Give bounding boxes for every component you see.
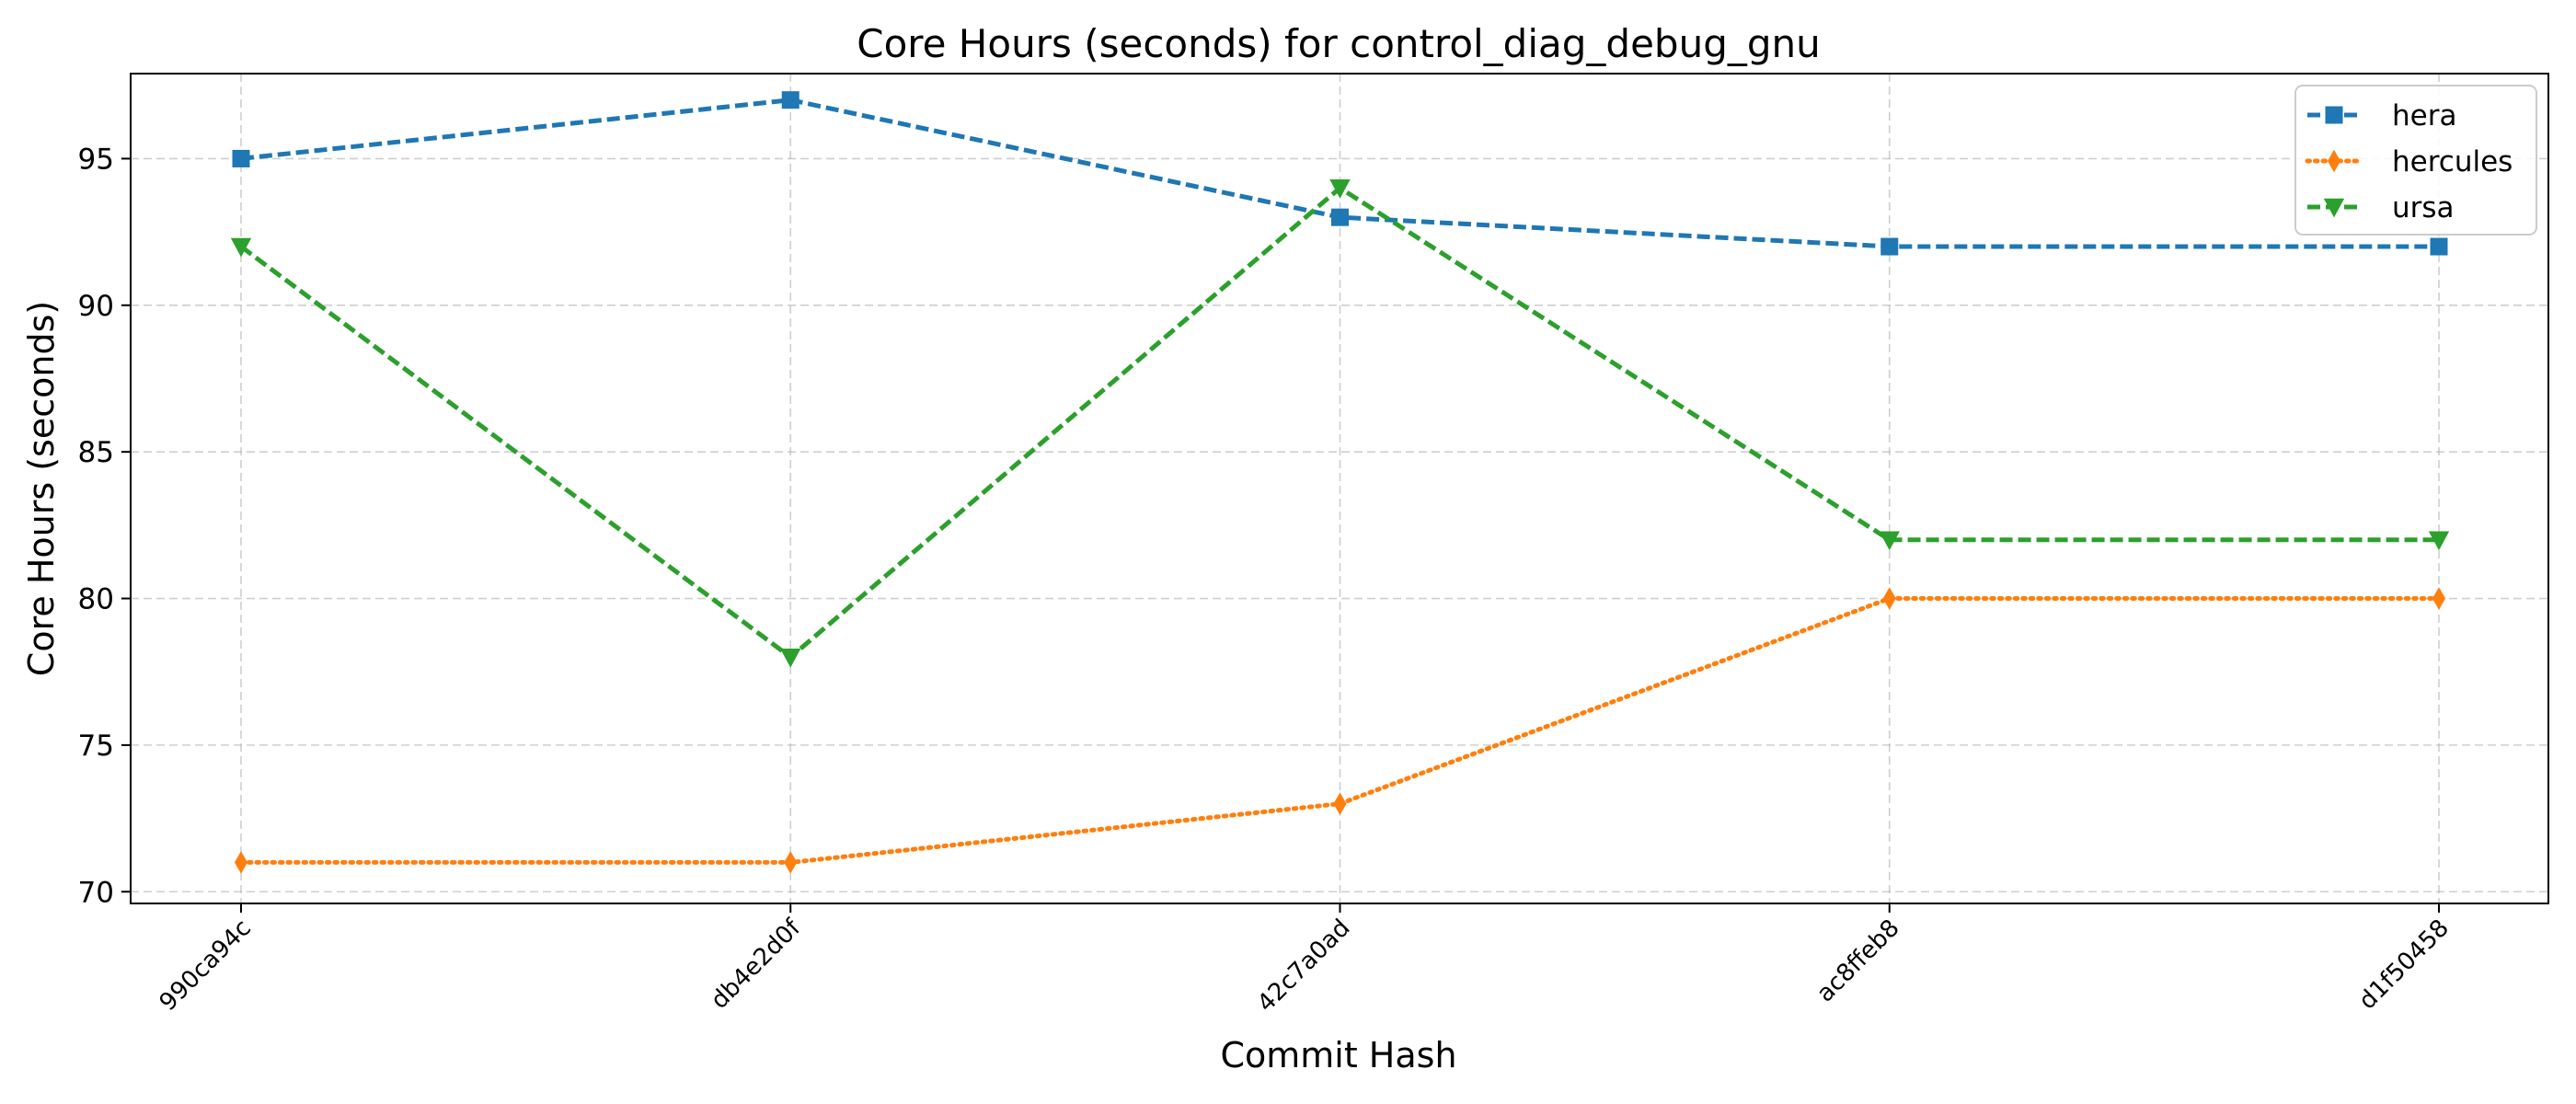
series-ursa <box>230 179 2450 668</box>
legend-marker-ursa <box>2323 198 2345 218</box>
y-tick-label: 85 <box>78 436 114 469</box>
data-point-ursa <box>780 648 801 668</box>
data-point-ursa <box>2428 531 2450 551</box>
y-axis-label: Core Hours (seconds) <box>21 301 62 676</box>
data-point-hercules <box>1333 792 1347 815</box>
y-tick-label: 75 <box>78 730 114 763</box>
legend-label-hera: hera <box>2392 99 2456 132</box>
data-point-hera <box>232 149 250 167</box>
chart-title: Core Hours (seconds) for control_diag_de… <box>857 21 1821 66</box>
legend-label-hercules: hercules <box>2392 145 2513 178</box>
legend-box <box>2294 85 2537 236</box>
legend-entry-ursa: ursa <box>2307 191 2455 224</box>
x-axis-label: Commit Hash <box>1220 1035 1456 1075</box>
data-point-hercules <box>234 851 248 874</box>
y-tick-label: 70 <box>78 876 114 909</box>
data-point-hera <box>781 91 799 109</box>
legend-entry-hercules: hercules <box>2305 145 2513 178</box>
legend-label-ursa: ursa <box>2392 191 2455 224</box>
data-point-hera <box>2430 237 2448 256</box>
series-hera <box>232 91 2448 256</box>
grid <box>131 74 2548 903</box>
y-tick-label: 90 <box>78 290 114 323</box>
data-point-ursa <box>1329 179 1351 199</box>
data-point-ursa <box>1879 531 1900 551</box>
y-tick-label: 95 <box>78 143 114 176</box>
legend-marker-hercules <box>2327 149 2341 173</box>
y-tick-label: 80 <box>78 583 114 616</box>
y-axis-ticks: 70 75 80 85 90 95 <box>78 143 131 909</box>
data-point-ursa <box>230 237 252 258</box>
data-point-hera <box>1331 208 1349 226</box>
legend-marker-hera <box>2325 106 2343 124</box>
data-point-hercules <box>1882 587 1896 610</box>
series-layer <box>230 91 2450 874</box>
data-point-hercules <box>2432 587 2446 610</box>
series-hercules <box>234 587 2446 874</box>
data-point-hera <box>1880 237 1899 256</box>
data-point-hercules <box>784 851 798 874</box>
legend: hera hercules ursa <box>2294 85 2537 236</box>
legend-entry-hera: hera <box>2307 99 2456 132</box>
